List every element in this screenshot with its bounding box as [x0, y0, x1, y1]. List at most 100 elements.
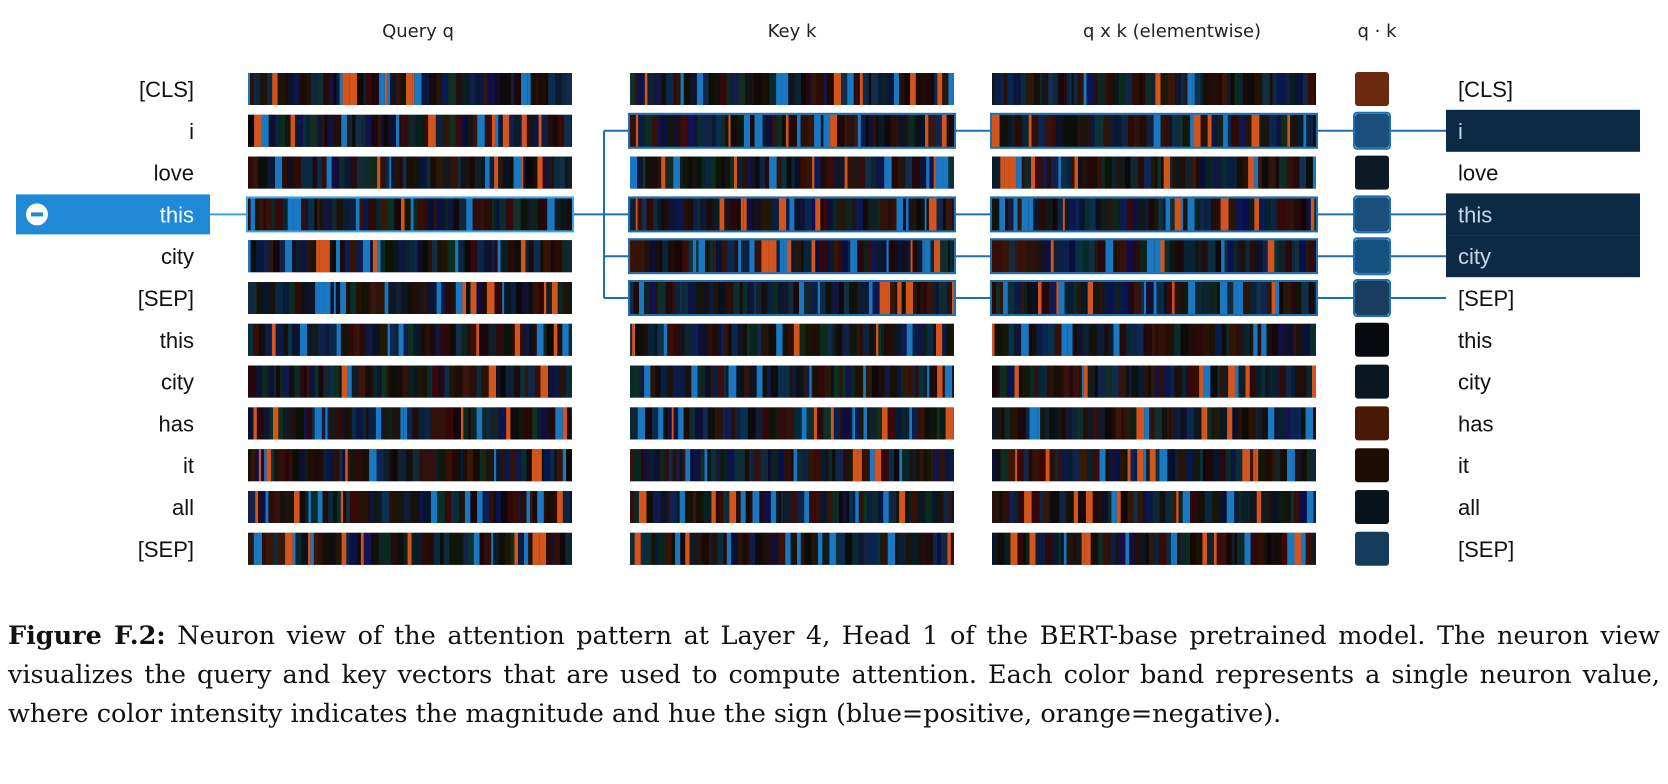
neuron-band [550, 449, 555, 482]
product-vector[interactable] [992, 114, 1316, 147]
neuron-band [674, 282, 680, 314]
neuron-band [855, 491, 859, 523]
neuron-band [370, 240, 373, 273]
dot-product-swatch[interactable] [1355, 113, 1389, 148]
right-token-label[interactable]: [SEP] [1458, 537, 1514, 562]
right-token-label[interactable]: [SEP] [1458, 286, 1514, 311]
left-token-label[interactable]: city [161, 244, 194, 269]
right-token-label[interactable]: this [1458, 328, 1492, 353]
key-vector[interactable] [630, 407, 954, 440]
neuron-band [1100, 114, 1104, 147]
key-vector[interactable] [630, 365, 954, 398]
left-token-label[interactable]: i [189, 119, 194, 144]
left-token-label[interactable]: [SEP] [138, 286, 194, 311]
key-vector[interactable] [630, 198, 954, 231]
query-vector[interactable] [248, 198, 572, 231]
key-vector[interactable] [630, 114, 954, 147]
neuron-band [800, 114, 809, 147]
dot-product-swatch[interactable] [1355, 281, 1389, 315]
neuron-band [1151, 323, 1156, 356]
neuron-band [946, 282, 953, 314]
neuron-band [349, 491, 358, 523]
product-vector[interactable] [992, 73, 1316, 105]
key-vector[interactable] [630, 282, 954, 314]
neuron-band [430, 156, 436, 189]
query-vector[interactable] [248, 323, 572, 356]
left-token-label[interactable]: [SEP] [138, 537, 194, 562]
neuron-band [1205, 449, 1213, 482]
query-vector[interactable] [248, 73, 572, 105]
left-token-label[interactable]: this [160, 202, 194, 227]
query-vector[interactable] [248, 407, 572, 440]
key-vector[interactable] [630, 240, 954, 273]
dot-product-swatch[interactable] [1355, 322, 1389, 357]
key-vector[interactable] [630, 156, 954, 189]
query-vector[interactable] [248, 532, 572, 565]
dot-product-swatch[interactable] [1355, 490, 1389, 524]
query-vector[interactable] [248, 365, 572, 398]
right-token-label[interactable]: [CLS] [1458, 77, 1513, 102]
left-token-label[interactable]: love [154, 161, 194, 186]
neuron-band [268, 491, 275, 523]
key-vector[interactable] [630, 449, 954, 482]
right-token-label[interactable]: city [1458, 244, 1491, 269]
query-vector[interactable] [248, 282, 572, 314]
neuron-band [683, 407, 690, 440]
right-token-label[interactable]: it [1458, 453, 1469, 478]
key-vector[interactable] [630, 491, 954, 523]
dot-product-swatch[interactable] [1355, 364, 1389, 399]
right-token-label[interactable]: this [1458, 202, 1492, 227]
neuron-band [1063, 532, 1067, 565]
left-token-label[interactable]: city [161, 370, 194, 395]
query-vector[interactable] [248, 156, 572, 189]
product-vector[interactable] [992, 491, 1316, 523]
dot-product-swatch[interactable] [1355, 448, 1389, 483]
key-vector[interactable] [630, 532, 954, 565]
left-token-label[interactable]: all [172, 495, 194, 520]
product-vector[interactable] [992, 198, 1316, 231]
neuron-band [832, 198, 838, 231]
left-token-label[interactable]: has [159, 411, 194, 436]
neuron-band [310, 73, 319, 105]
right-token-label[interactable]: city [1458, 370, 1491, 395]
dot-product-swatch[interactable] [1355, 197, 1389, 232]
right-token-label[interactable]: love [1458, 161, 1498, 186]
product-vector[interactable] [992, 240, 1316, 273]
left-token-label[interactable]: this [160, 328, 194, 353]
product-vector[interactable] [992, 407, 1316, 440]
neuron-band [557, 114, 565, 147]
product-vector[interactable] [992, 282, 1316, 314]
dot-product-swatch[interactable] [1355, 406, 1389, 441]
product-vector[interactable] [992, 156, 1316, 189]
neuron-band [683, 156, 689, 189]
query-vector[interactable] [248, 449, 572, 482]
product-vector[interactable] [992, 323, 1316, 356]
collapse-icon[interactable] [26, 203, 48, 226]
query-vector[interactable] [248, 114, 572, 147]
dot-product-swatch[interactable] [1355, 239, 1389, 274]
neuron-band [388, 114, 396, 147]
neuron-band [1140, 532, 1147, 565]
dot-product-swatch[interactable] [1355, 155, 1389, 190]
product-vector[interactable] [992, 532, 1316, 565]
neuron-band [570, 407, 572, 440]
left-token-label[interactable]: it [183, 453, 194, 478]
neuron-band [1262, 73, 1270, 105]
neuron-band [395, 282, 402, 314]
neuron-band [385, 73, 388, 105]
product-vector[interactable] [992, 449, 1316, 482]
query-vector[interactable] [248, 240, 572, 273]
right-token-label[interactable]: has [1458, 411, 1493, 436]
neuron-band [507, 491, 513, 523]
product-vector[interactable] [992, 365, 1316, 398]
neuron-band [770, 491, 777, 523]
right-token-label[interactable]: all [1458, 495, 1480, 520]
key-vector[interactable] [630, 323, 954, 356]
dot-product-swatch[interactable] [1355, 531, 1389, 566]
query-vector[interactable] [248, 491, 572, 523]
left-token-label[interactable]: [CLS] [139, 77, 194, 102]
neuron-band [291, 491, 295, 523]
key-vector[interactable] [630, 73, 954, 105]
dot-product-swatch[interactable] [1355, 72, 1389, 106]
right-token-label[interactable]: i [1458, 119, 1463, 144]
